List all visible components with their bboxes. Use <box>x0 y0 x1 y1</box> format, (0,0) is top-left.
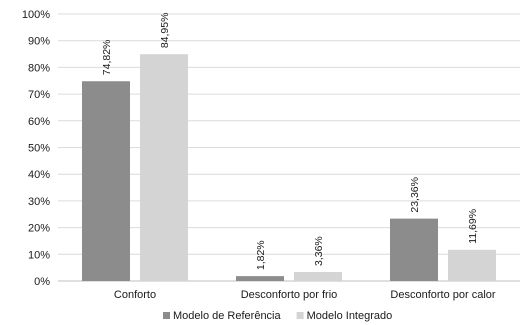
x-tick-label: Desconforto por calor <box>390 289 495 301</box>
x-tick-label: Conforto <box>114 289 156 301</box>
legend-label: Modelo de Referência <box>173 310 282 322</box>
data-label: 84,95% <box>159 13 171 49</box>
legend: Modelo de Referência Modelo Integrado <box>163 310 392 322</box>
y-tick-label: 60% <box>28 116 50 128</box>
x-axis: Conforto Desconforto por frio Desconforto … <box>114 289 496 301</box>
legend-swatch <box>296 312 304 319</box>
y-tick-label: 40% <box>28 169 50 181</box>
data-label: 3,36% <box>313 236 325 266</box>
y-tick-label: 90% <box>28 36 50 48</box>
legend-swatch <box>163 312 170 319</box>
y-tick-label: 80% <box>28 62 50 74</box>
gridlines <box>58 13 520 282</box>
bar <box>236 276 284 281</box>
y-tick-label: 70% <box>28 89 50 101</box>
bar <box>82 81 130 282</box>
bar <box>294 272 342 281</box>
bar <box>140 54 188 281</box>
y-tick-label: 100% <box>22 9 50 21</box>
bar <box>390 218 438 281</box>
y-axis-ticks: 0% 10% 20% 30% 40% 50% 60% 70% 80% 90% 100% <box>22 9 50 288</box>
data-labels: 74,82% 84,95% 1,82% 3,36% 23,36% 11,69% <box>101 13 479 271</box>
y-tick-label: 50% <box>28 143 50 155</box>
data-label: 11,69% <box>467 209 479 244</box>
data-label: 1,82% <box>255 240 267 270</box>
x-tick-label: Desconforto por frio <box>241 289 338 301</box>
bar <box>448 249 496 281</box>
y-tick-label: 0% <box>34 276 50 288</box>
y-tick-label: 20% <box>28 223 50 235</box>
data-label: 23,36% <box>409 177 421 213</box>
y-tick-label: 10% <box>28 249 50 261</box>
bars <box>82 54 496 282</box>
data-label: 74,82% <box>101 40 113 76</box>
y-tick-label: 30% <box>28 196 50 208</box>
legend-label: Modelo Integrado <box>307 310 393 322</box>
